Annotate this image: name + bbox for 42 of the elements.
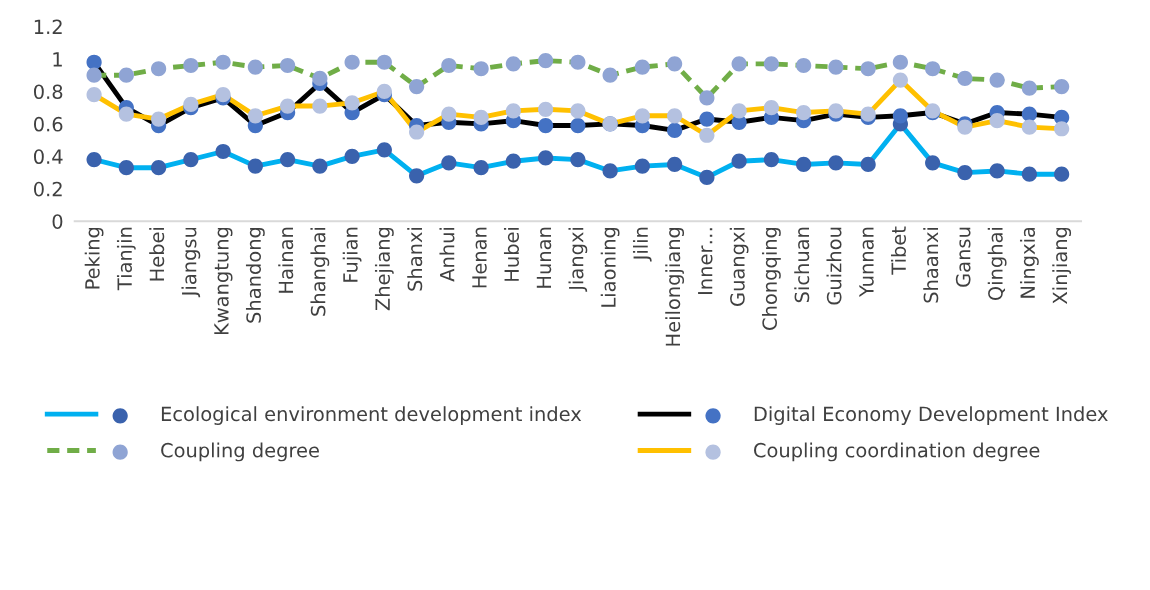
- x-tick-label: Hebei: [149, 227, 165, 281]
- x-tick-label: Qinghai: [987, 227, 1007, 301]
- y-tick-label: 0.8: [34, 84, 63, 100]
- legend-label: Ecological environment development index: [161, 406, 582, 426]
- x-tick-label: Anhui: [439, 227, 455, 282]
- y-tick-label: 1.2: [34, 19, 62, 34]
- x-tick-label: Fujian: [342, 227, 362, 282]
- x-tick-label: Hainan: [278, 227, 294, 293]
- x-tick-label: Guizhou: [826, 227, 842, 305]
- y-tick-label: 1: [53, 52, 62, 67]
- y-tick-label: 0.2: [34, 181, 62, 197]
- legend-label: Coupling degree: [161, 442, 319, 462]
- x-tick-label: Zhejiang: [374, 227, 394, 311]
- x-tick-label: Shanghai: [310, 227, 330, 316]
- x-tick-label: Shanxi: [407, 227, 423, 291]
- x-tick-label: Yunnan: [859, 227, 874, 297]
- x-tick-label: Hunan: [536, 227, 552, 288]
- x-tick-label: Shaanxi: [923, 227, 939, 303]
- x-tick-label: Liaoning: [600, 227, 620, 307]
- x-tick-label: Kwangtung: [214, 227, 233, 335]
- x-tick-label: Tibet: [890, 226, 907, 275]
- x-tick-label: Sichuan: [794, 227, 810, 303]
- x-tick-label: Peking: [84, 227, 104, 289]
- x-tick-label: Jiangsu: [181, 227, 201, 298]
- x-tick-label: Ningxia: [1019, 227, 1039, 298]
- x-tick-label: Hubei: [503, 227, 520, 281]
- x-tick-label: Gansu: [955, 227, 971, 287]
- x-tick-label: Heilongjiang: [665, 227, 685, 346]
- x-tick-label: Xinjiang: [1052, 227, 1072, 304]
- x-tick-label: Inner…: [698, 228, 713, 294]
- x-tick-label: Guangxi: [729, 227, 749, 306]
- x-tick-label: Shandong: [245, 227, 265, 323]
- x-tick-label: Henan: [472, 227, 487, 288]
- x-tick-label: Chongqing: [761, 227, 781, 330]
- x-tick-label: Jiangxi: [568, 227, 588, 292]
- legend-label: Coupling coordination degree: [754, 442, 1040, 462]
- y-tick-label: 0.6: [34, 116, 63, 132]
- y-tick-label: 0.4: [34, 149, 63, 165]
- x-tick-label: Tianjin: [116, 227, 136, 291]
- x-tick-label: Jilin: [632, 227, 652, 262]
- legend-label: Digital Economy Development Index: [754, 406, 1108, 426]
- y-tick-label: 0: [52, 214, 63, 229]
